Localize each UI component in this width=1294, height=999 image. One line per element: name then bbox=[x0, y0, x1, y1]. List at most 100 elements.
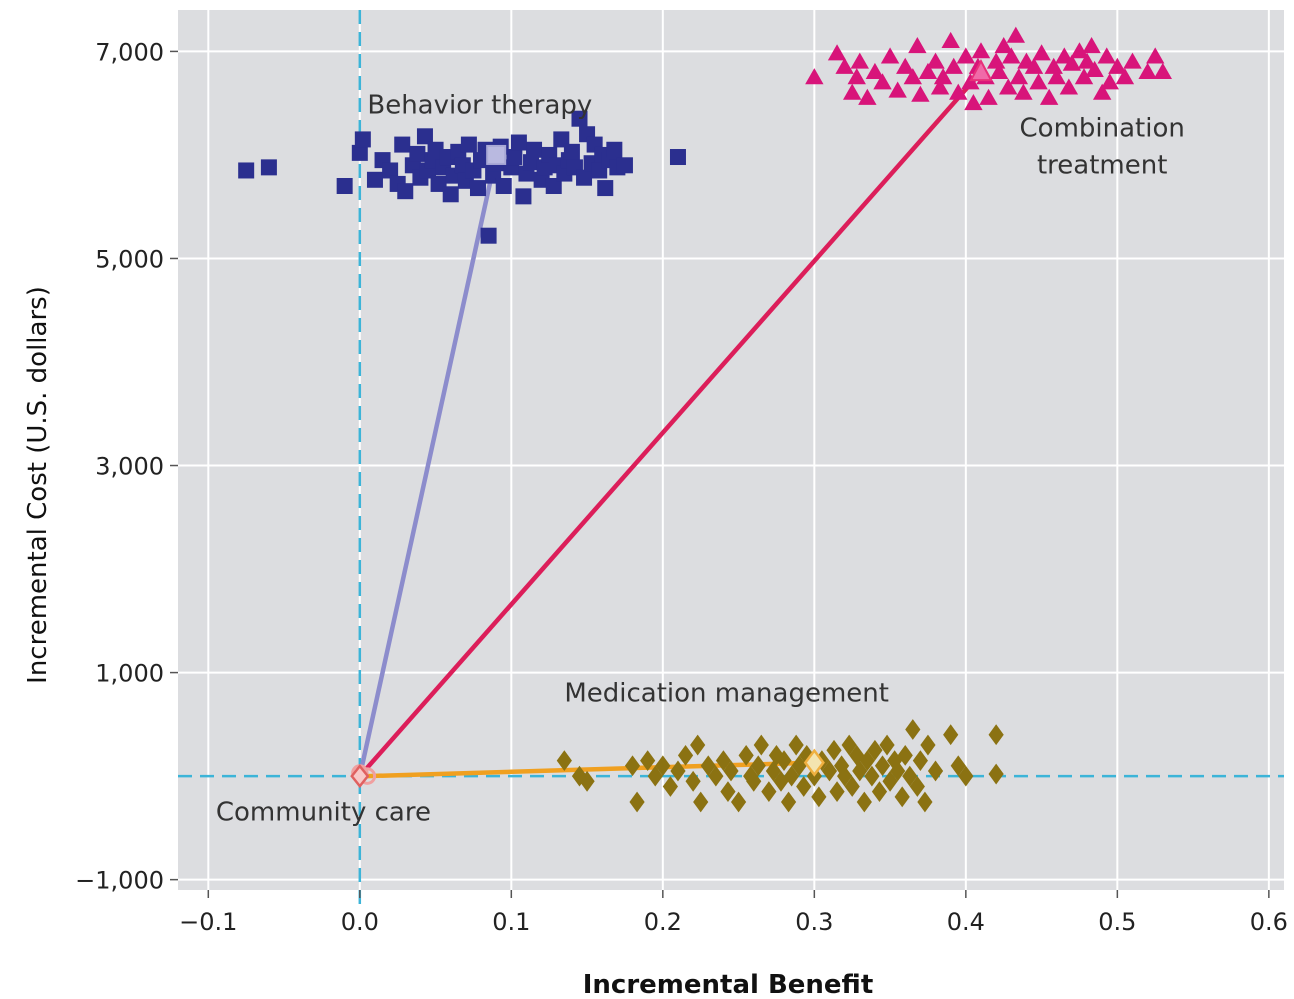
x-axis-ticks: −0.1 0.0 0.1 0.2 0.3 0.4 0.5 0.6 bbox=[179, 890, 1288, 936]
combination-treatment-point bbox=[1077, 52, 1097, 69]
medication-management-point bbox=[988, 763, 1004, 785]
behavior-therapy-point bbox=[510, 134, 527, 151]
medication-management-point bbox=[826, 739, 842, 761]
combination-treatment-point bbox=[986, 52, 1006, 69]
data-points bbox=[238, 26, 1172, 813]
behavior-therapy-point bbox=[506, 149, 523, 166]
medication-management-point bbox=[821, 760, 838, 782]
combination-treatment-point bbox=[1014, 83, 1033, 100]
y-tick-label: 1,000 bbox=[95, 660, 164, 688]
series-annotation: Medication management bbox=[564, 679, 889, 709]
combination-treatment-point bbox=[805, 68, 824, 85]
behavior-therapy-point bbox=[354, 131, 371, 148]
medication-management-point bbox=[890, 760, 906, 782]
combination-treatment-point bbox=[911, 85, 930, 102]
behavior-therapy-point bbox=[576, 169, 593, 186]
combination-treatment-point bbox=[1123, 52, 1142, 69]
series-annotation: Combination bbox=[1020, 113, 1185, 143]
medication-management-point bbox=[761, 781, 777, 803]
combination-treatment-point bbox=[1074, 68, 1094, 85]
behavior-therapy-point bbox=[495, 178, 512, 194]
behavior-therapy-point bbox=[469, 180, 486, 197]
combination-treatment-point bbox=[896, 57, 915, 74]
combination-treatment-point bbox=[888, 81, 907, 98]
combination-treatment-point bbox=[918, 62, 938, 80]
y-tick-label: 5,000 bbox=[95, 245, 164, 273]
medication-management-point bbox=[927, 760, 944, 782]
combination-treatment-point bbox=[1153, 62, 1172, 80]
combination-treatment-point bbox=[1002, 47, 1021, 64]
behavior-therapy-point bbox=[571, 110, 588, 127]
medication-management-point bbox=[844, 776, 860, 797]
medication-management-point bbox=[917, 791, 933, 813]
combination-treatment-point bbox=[865, 62, 885, 80]
medication-management-point bbox=[988, 724, 1004, 746]
combination-treatment-point bbox=[1029, 73, 1048, 90]
medication-management-point bbox=[811, 786, 827, 808]
medication-management-point bbox=[730, 791, 747, 813]
medication-management-point bbox=[624, 755, 641, 777]
y-axis-title: Incremental Cost (U.S. dollars) bbox=[23, 286, 53, 684]
medication-management-point bbox=[776, 750, 792, 771]
combination-treatment-point bbox=[873, 73, 892, 90]
combination-treatment-point bbox=[1047, 68, 1066, 85]
medication-management-point bbox=[887, 750, 903, 771]
combination-treatment-point bbox=[1044, 57, 1063, 74]
combination-treatment-point bbox=[1092, 83, 1112, 100]
combination-treatment-point bbox=[843, 83, 862, 100]
medication-management-point bbox=[894, 786, 910, 808]
medication-management-point bbox=[556, 750, 572, 771]
combination-treatment-point bbox=[1070, 42, 1089, 59]
combination-treatment-mean-marker bbox=[969, 58, 993, 82]
combination-treatment-point bbox=[1039, 88, 1059, 105]
medication-management-point bbox=[788, 734, 804, 756]
combination-treatment-point bbox=[926, 52, 945, 69]
combination-treatment-point bbox=[880, 47, 900, 64]
combination-treatment-point bbox=[933, 68, 953, 85]
behavior-therapy-point bbox=[416, 128, 433, 145]
series-annotation: Community care bbox=[216, 798, 431, 828]
series-annotation: treatment bbox=[1037, 151, 1167, 181]
behavior-therapy-point bbox=[442, 186, 459, 203]
behavior-therapy-point bbox=[430, 175, 447, 192]
behavior-therapy-point bbox=[536, 159, 553, 176]
combination-treatment-point bbox=[847, 68, 866, 85]
annotations: Behavior therapy Combination treatment Medi… bbox=[216, 91, 1185, 828]
behavior-therapy-point bbox=[480, 227, 497, 244]
combination-treatment-point bbox=[903, 68, 923, 85]
combination-treatment-point bbox=[1097, 47, 1116, 64]
x-tick-label: 0.0 bbox=[341, 908, 379, 936]
behavior-therapy-point bbox=[397, 183, 414, 200]
behavior-therapy-point bbox=[523, 154, 540, 171]
combination-treatment-point bbox=[994, 37, 1013, 54]
y-axis-ticks: −1,000 1,000 3,000 5,000 7,000 bbox=[75, 38, 178, 895]
combination-treatment-point bbox=[1062, 54, 1082, 71]
medication-management-point bbox=[796, 776, 812, 797]
mean-line-medication-management bbox=[367, 760, 815, 779]
combination-treatment-point bbox=[979, 88, 998, 105]
behavior-therapy-point bbox=[526, 141, 543, 158]
combination-treatment-point bbox=[1138, 62, 1157, 80]
medication-management-point bbox=[677, 745, 694, 766]
medication-management-point bbox=[738, 745, 754, 766]
medication-management-point bbox=[920, 734, 936, 756]
behavior-therapy-point bbox=[238, 162, 255, 179]
behavior-therapy-mean-marker bbox=[486, 144, 507, 165]
medication-management-point bbox=[909, 776, 925, 797]
medication-management-point bbox=[708, 765, 724, 787]
behavior-therapy-point bbox=[351, 144, 368, 161]
behavior-therapy-point bbox=[616, 157, 633, 174]
combination-treatment-point bbox=[1108, 57, 1127, 74]
x-axis-title: Incremental Benefit bbox=[583, 970, 874, 999]
behavior-therapy-point bbox=[563, 143, 580, 160]
y-tick-label: −1,000 bbox=[75, 867, 164, 895]
medication-management-point bbox=[905, 719, 921, 740]
behavior-therapy-point bbox=[669, 149, 686, 166]
medication-management-point bbox=[753, 734, 769, 756]
medication-management-point bbox=[640, 750, 656, 771]
mean-line-behavior-therapy bbox=[357, 154, 499, 777]
y-tick-label: 7,000 bbox=[95, 38, 164, 66]
behavior-therapy-point bbox=[533, 171, 550, 188]
medication-management-point bbox=[837, 765, 853, 787]
